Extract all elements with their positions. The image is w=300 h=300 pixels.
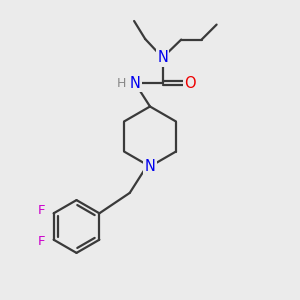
Text: F: F <box>37 235 45 248</box>
Text: N: N <box>157 50 168 65</box>
Text: H: H <box>117 76 127 90</box>
Text: N: N <box>145 159 155 174</box>
Text: O: O <box>184 76 196 91</box>
Text: F: F <box>37 204 45 218</box>
Text: N: N <box>130 76 140 91</box>
